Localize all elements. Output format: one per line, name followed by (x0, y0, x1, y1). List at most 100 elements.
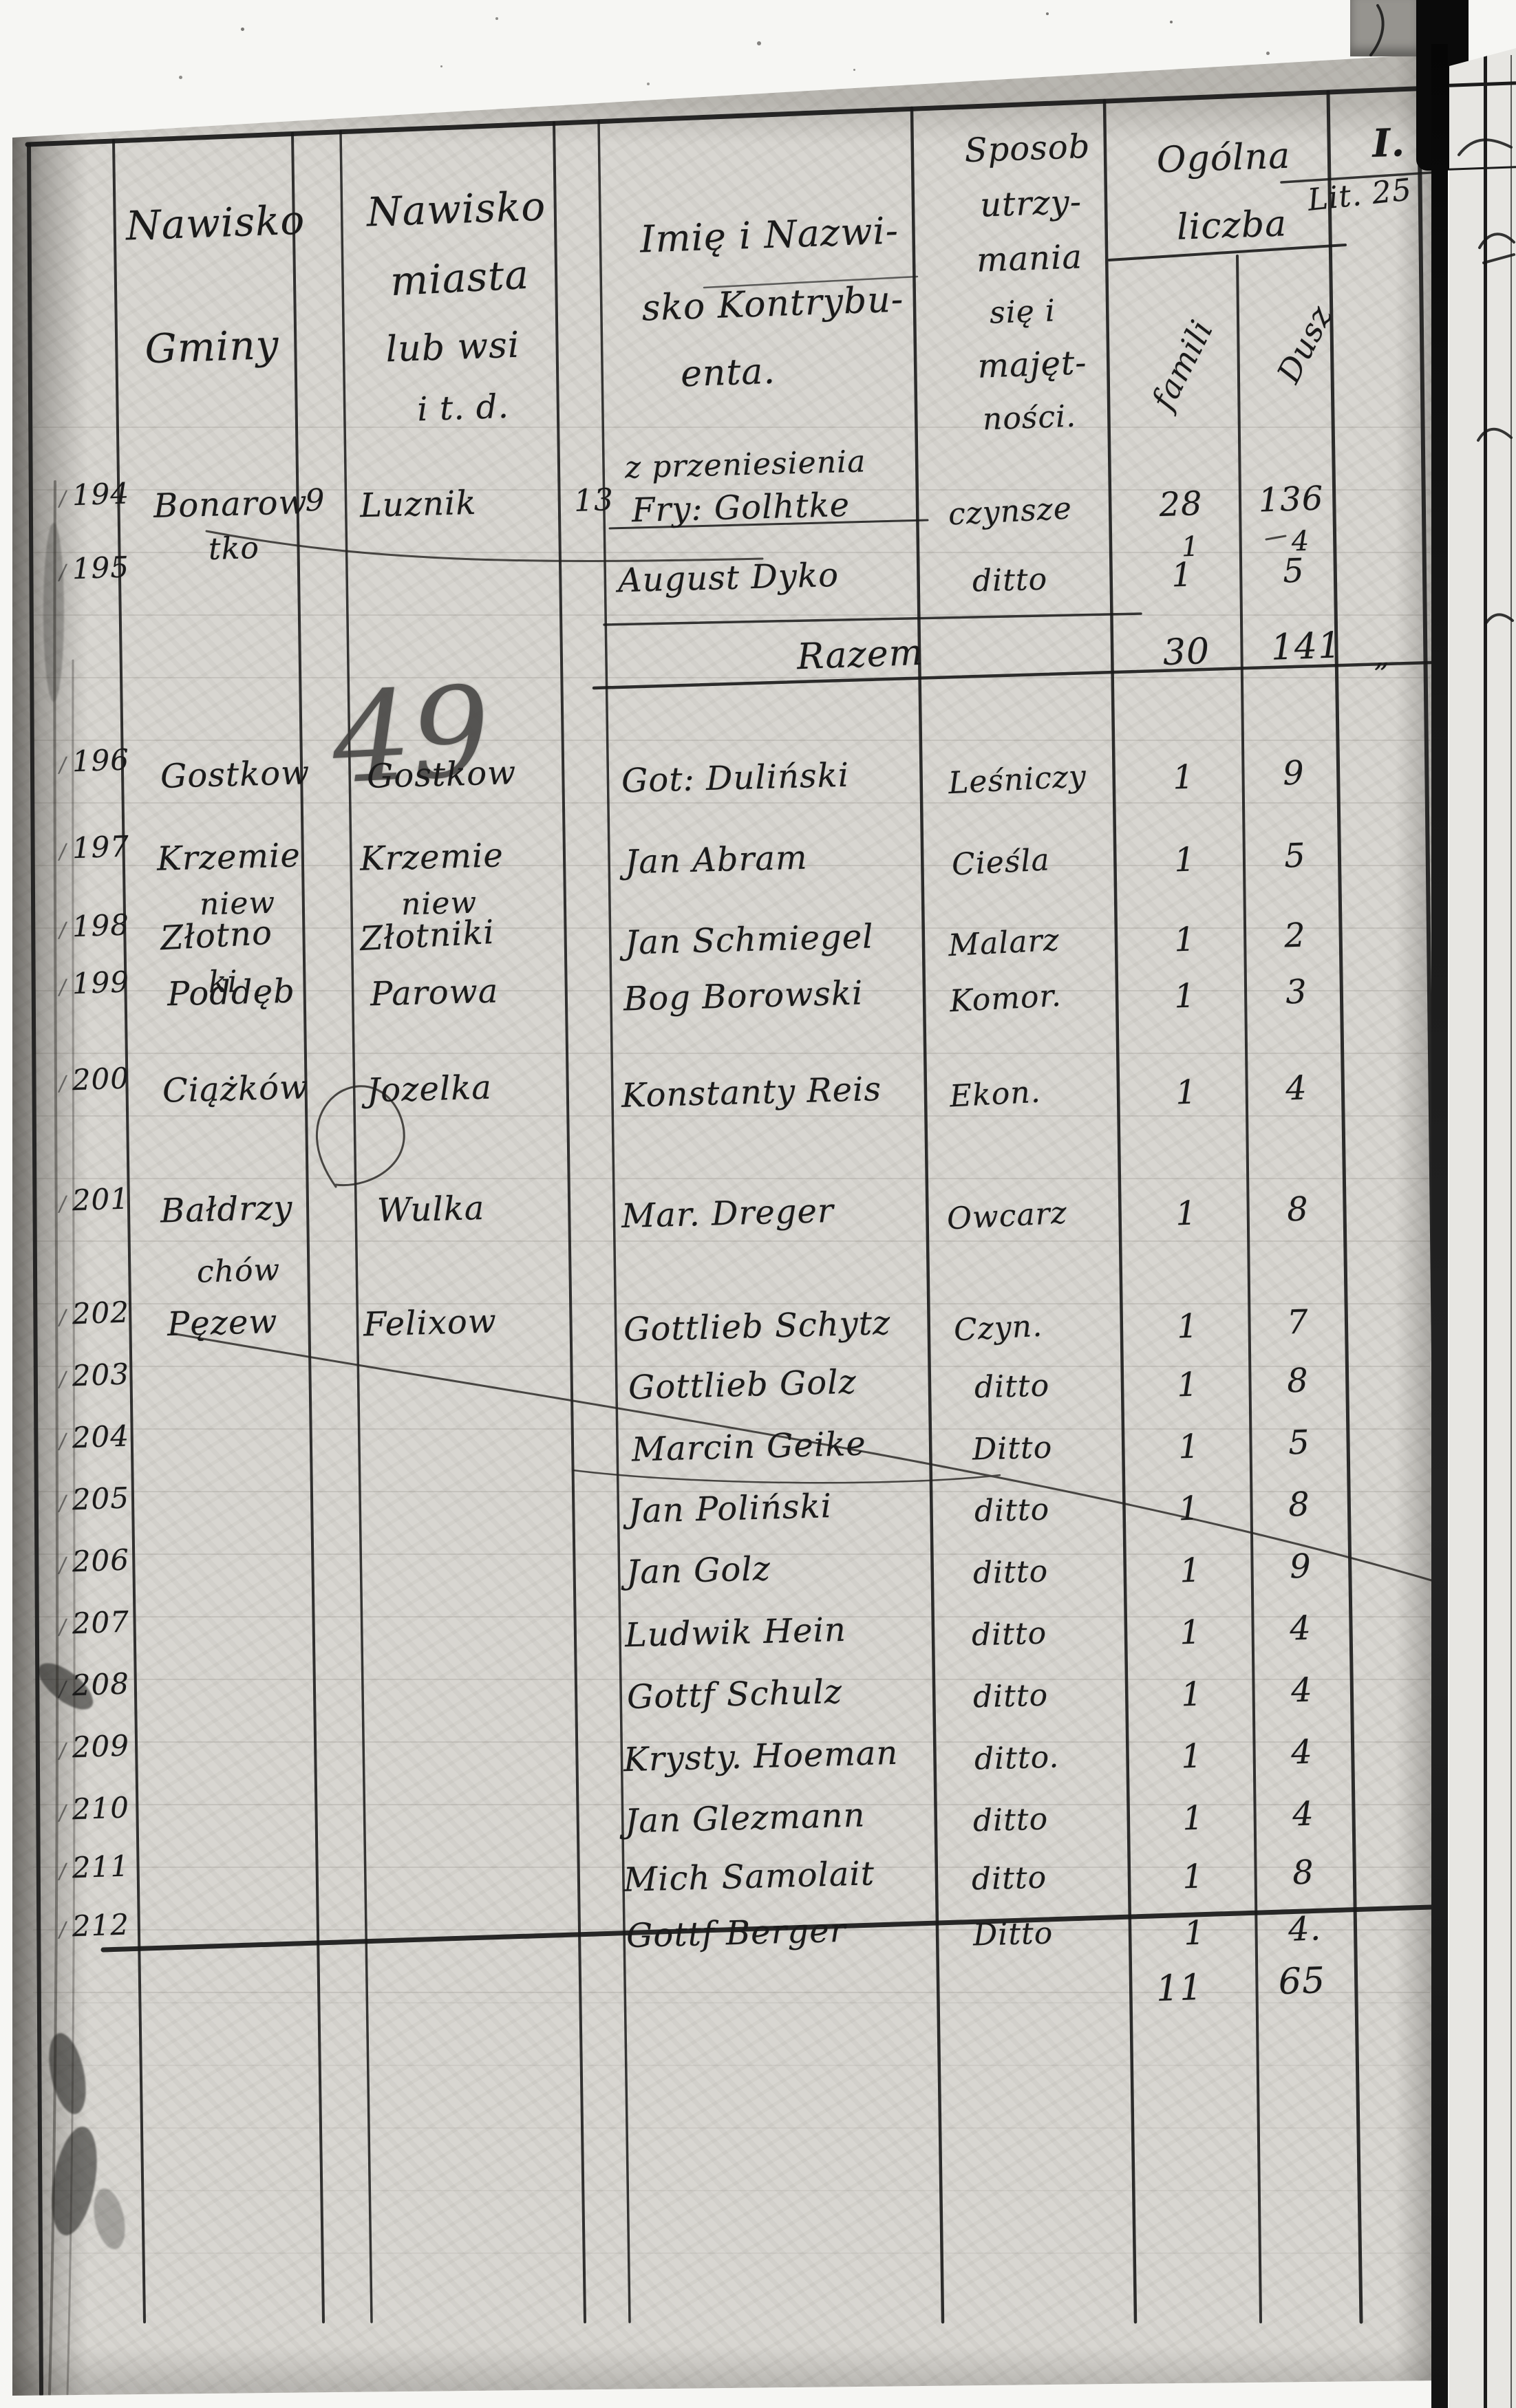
adjacent-page-rule (1510, 55, 1512, 2408)
gmina-name-line1: Bonarow (153, 483, 308, 526)
contributor-name: Krysty. Hoeman (623, 1733, 899, 1780)
header-sustenance-line6: ności. (982, 398, 1077, 438)
souls-count: 4 (1292, 1794, 1315, 1834)
occupation: Ditto (972, 1915, 1054, 1953)
families-count: 1 (1180, 1737, 1204, 1776)
faint-ruling-lines-lower (33, 2002, 1430, 2312)
occupation: Ditto (972, 1430, 1053, 1468)
occupation: Czyn. (952, 1308, 1044, 1348)
families-count: 1 (1183, 1913, 1206, 1953)
contributor-name: Mar. Dreger (621, 1191, 835, 1236)
tally-tick: ∕ (58, 1305, 67, 1330)
village-name: Felixow (363, 1302, 498, 1344)
souls-count: 2 (1283, 916, 1307, 956)
occupation: ditto (971, 1860, 1047, 1898)
scan-tape-block (1350, 0, 1420, 56)
village-name: Złotniki (359, 912, 496, 959)
families-count: 1 (1179, 1613, 1202, 1653)
dust-speck (1046, 12, 1049, 15)
contributor-name: Gottf Schulz (626, 1672, 843, 1717)
families-count: 1 (1179, 1551, 1202, 1591)
row-number: ∕ 206 (58, 1542, 130, 1579)
souls-count: 8 (1286, 1190, 1310, 1229)
occupation: ditto (974, 1368, 1050, 1406)
contributor-name: Marcin Geike (631, 1424, 867, 1470)
families-count: 1 (1175, 1073, 1198, 1112)
adjacent-page-header-line (1449, 166, 1516, 171)
village-name: Parowa (370, 971, 500, 1014)
header-sustenance-line5: majęt- (976, 343, 1088, 386)
row-number: ∕ 200 (58, 1061, 130, 1097)
total-souls: 65 (1277, 1959, 1327, 2003)
occupation: Leśniczy (947, 758, 1088, 802)
tally-tick: ∕ (58, 975, 67, 1000)
tally-tick: ∕ (58, 1917, 67, 1942)
families-count: 1 (1182, 1857, 1205, 1897)
occupation: ditto (972, 1801, 1049, 1839)
header-total-line1: Ogólna (1155, 135, 1292, 182)
row-number: ∕ 194 (58, 476, 130, 513)
occupation: ditto (972, 561, 1048, 599)
contributor-name: August Dyko (617, 555, 840, 601)
header-sustenance-line3: mania (976, 237, 1083, 280)
header-village-line1: Nawisko (365, 182, 547, 236)
village-name: Gostkow (366, 753, 517, 796)
subtotal-ditto-mark: „ (1373, 638, 1391, 674)
families-count: 1 (1172, 757, 1195, 797)
adjacent-page-top-border (1449, 81, 1516, 87)
families-count: 1 (1175, 1194, 1198, 1234)
tally-tick: ∕ (58, 1800, 67, 1825)
subtotal-families: 30 (1162, 630, 1211, 674)
gmina-name-line2: tko (208, 530, 260, 567)
row-number: ∕ 202 (58, 1295, 130, 1331)
row-number: ∕ 210 (58, 1790, 130, 1827)
gmina-name-line1: Ciążków (162, 1068, 309, 1110)
subtotal-souls: 141 (1270, 625, 1343, 669)
contributor-name: Mich Samolait (623, 1854, 875, 1900)
families-count: 1 (1176, 1307, 1199, 1346)
row-number: ∕ 207 (58, 1604, 130, 1641)
occupation: ditto. (974, 1739, 1060, 1777)
contributor-name: Jan Abram (624, 838, 809, 882)
row-number: ∕ 212 (58, 1907, 130, 1944)
village-name: Luznik (359, 483, 478, 526)
occupation: Komor. (948, 978, 1063, 1020)
tally-tick: ∕ (58, 1739, 67, 1763)
village-extra-number: 13 (573, 482, 615, 519)
tally-tick: ∕ (58, 1553, 67, 1578)
adjacent-page-sliver (1449, 48, 1516, 2408)
header-gmina-line2: Gminy (144, 321, 280, 373)
row-number: ∕ 208 (58, 1666, 130, 1703)
families-count: 1 (1171, 555, 1194, 595)
tally-tick: ∕ (58, 560, 67, 585)
row-number: ∕ 205 (58, 1481, 130, 1517)
header-sustenance-line4: się i (989, 293, 1056, 331)
dust-speck (853, 69, 855, 71)
occupation: ditto (974, 1492, 1050, 1529)
faint-ruling-lines (33, 427, 1430, 2002)
occupation: ditto (971, 1615, 1047, 1653)
row-number: ∕ 198 (58, 907, 130, 944)
tally-tick: ∕ (58, 1192, 67, 1216)
tally-tick: ∕ (58, 918, 67, 943)
ink-blotch (43, 523, 64, 702)
souls-count: 9 (1289, 1547, 1312, 1587)
souls-count: 4 (1285, 1068, 1308, 1108)
row-number: ∕ 199 (58, 965, 130, 1001)
families-count: 1 (1173, 920, 1197, 960)
village-name: Jozelka (366, 1068, 493, 1110)
tally-tick: ∕ (58, 1677, 67, 1701)
row-number: ∕ 204 (58, 1419, 130, 1455)
dust-speck (440, 65, 442, 67)
row-number: ∕ 209 (58, 1728, 130, 1765)
occupation: czynsze (947, 491, 1074, 533)
souls-count: 8 (1286, 1361, 1310, 1401)
souls-count: 8 (1288, 1485, 1311, 1525)
gmina-name-line1: Poddęb (167, 971, 296, 1014)
families-count: 1 (1182, 1798, 1205, 1838)
row-number: ∕ 203 (58, 1357, 130, 1393)
row-number: ∕ 197 (58, 829, 130, 866)
header-gmina-line1: Nawisko (125, 196, 306, 250)
tally-tick: ∕ (58, 1859, 67, 1884)
contributor-name: Bog Borowski (623, 974, 864, 1019)
